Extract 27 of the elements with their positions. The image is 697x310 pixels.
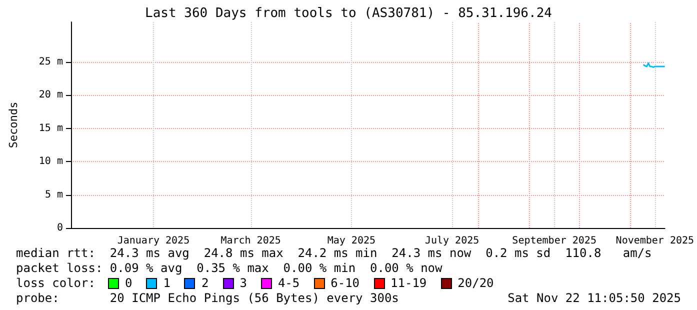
text: Sat Nov 22 11:05:50 2025 [508,291,681,305]
y-axis-title: Seconds [7,102,20,148]
x-tick-label: March 2025 [220,236,281,246]
x-tick-label: November 2025 [616,236,694,246]
y-tick-label: 15 m [38,122,63,134]
text: 3 [238,276,247,290]
y-tick-label: 5 m [44,189,63,200]
text: 4-5 [276,276,300,290]
text: loss color: [16,276,96,290]
x-tick-label: July 2025 [424,236,480,246]
text: 20/20 [456,276,494,290]
x-tick-label: September 2025 [512,236,596,246]
text: 1 [162,276,170,290]
x-tick-label: May 2025 [327,236,376,246]
y-tick-label: 25 m [38,56,63,68]
text: 6-10 [330,276,360,290]
y-tick-label: 10 m [38,156,63,168]
x-tick-label: January 2025 [117,236,190,246]
y-tick-label: 20 m [38,90,63,101]
text: 2 [200,276,209,290]
text: probe: 20 ICMP Echo Pings (56 Bytes) every 300s [16,291,399,305]
text: packet loss: 0.09 % avg 0.35 % max 0.00 % min 0.00 % now [16,261,442,275]
chart-title: Last 360 Days from tools to (AS30781) - 85.31.196.24 [145,6,552,21]
text: 11-19 [390,276,427,290]
y-tick-label: 0 [56,222,63,234]
text: 0 [124,276,132,290]
text: median rtt: 24.3 ms avg 24.8 ms max 24.2 ms min 24.3 ms now 0.2 ms sd 110.8 am/s [16,246,652,260]
